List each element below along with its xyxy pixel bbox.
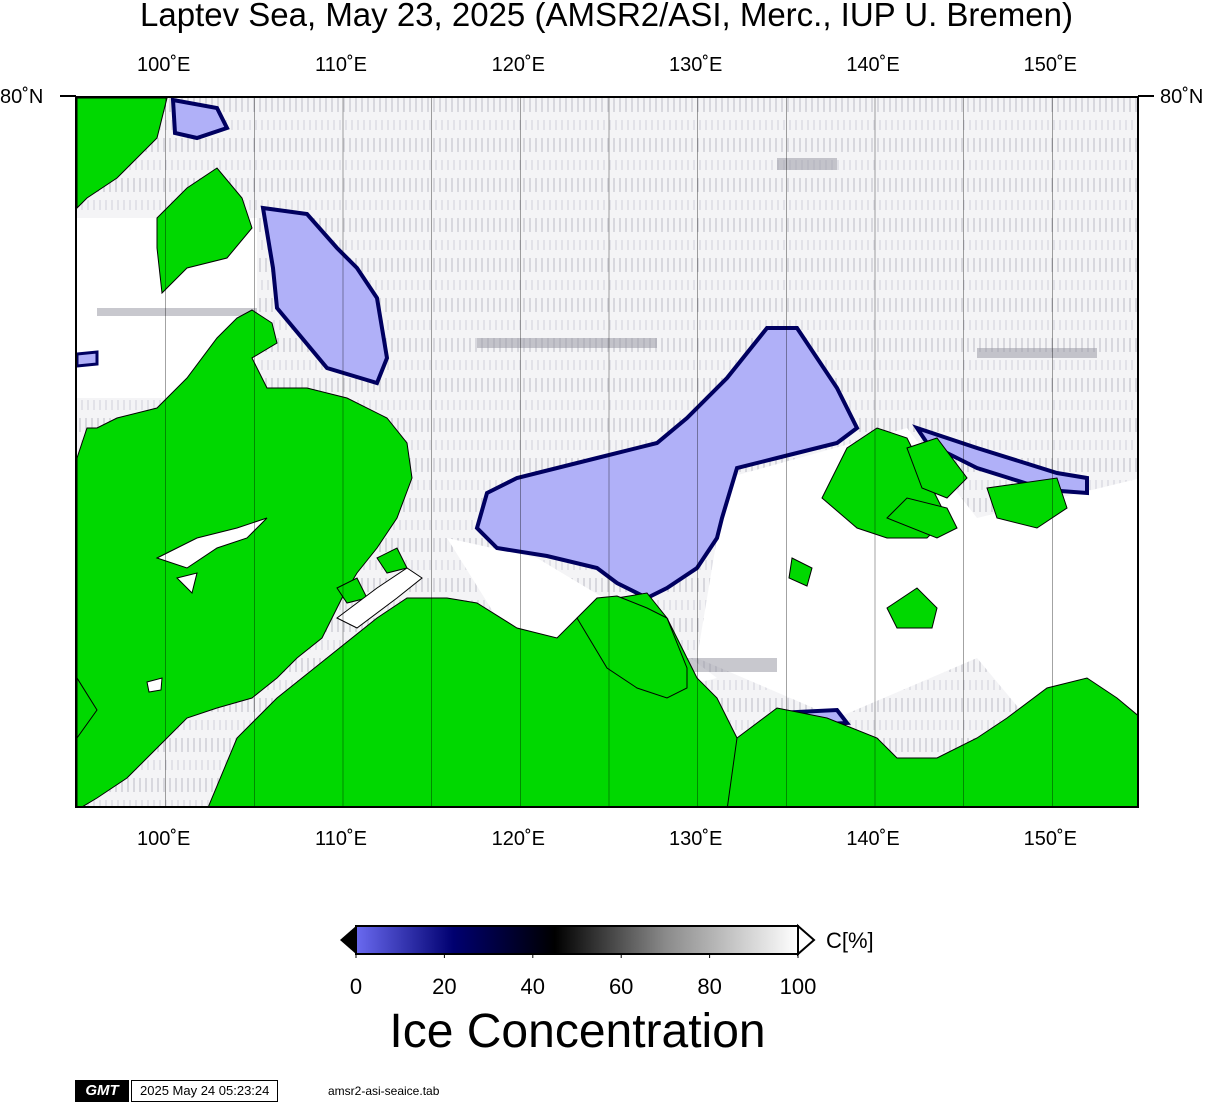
coastal-inlets — [146, 517, 423, 693]
colorbar-tick-label: 20 — [432, 974, 457, 999]
lon-label-bottom: 130˚E — [668, 828, 723, 850]
meridian-lines — [165, 98, 1053, 806]
timestamp: 2025 May 24 05:23:24 — [131, 1080, 279, 1102]
lat-label-right: 80˚N — [1160, 86, 1204, 108]
map-title: Laptev Sea, May 23, 2025 (AMSR2/ASI, Mer… — [140, 0, 1073, 33]
lon-label-bottom: 140˚E — [846, 828, 900, 850]
lon-label-bottom: 110˚E — [315, 828, 367, 850]
lon-label-top: 140˚E — [846, 54, 900, 76]
top-tick-marks — [60, 95, 1154, 97]
sea-ice-map — [75, 96, 1139, 808]
colorbar-tick-label: 0 — [349, 974, 363, 999]
source-file: amsr2-asi-seaice.tab — [328, 1084, 440, 1098]
lon-label-top: 100˚E — [136, 54, 191, 76]
colorbar-unit: C[%] — [826, 928, 874, 953]
colorbar-title: Ice Concentration — [389, 1005, 766, 1058]
colorbar-tick-label: 100 — [779, 974, 817, 999]
lon-label-bottom: 150˚E — [1023, 828, 1078, 850]
lon-label-bottom: 100˚E — [136, 828, 191, 850]
lon-label-bottom: 120˚E — [491, 828, 546, 850]
lat-label-left: 80˚N — [0, 86, 44, 108]
lon-label-top: 110˚E — [315, 54, 367, 76]
colorbar-tick-label: 60 — [608, 974, 634, 999]
lon-label-top: 130˚E — [668, 54, 723, 76]
low-concentration-streaks — [97, 158, 1097, 672]
colorbar-tick-label: 40 — [520, 974, 546, 999]
lon-label-top: 150˚E — [1023, 54, 1078, 76]
colorbar — [340, 923, 816, 958]
colorbar-tick-label: 80 — [697, 974, 722, 999]
lon-label-top: 120˚E — [491, 54, 546, 76]
gmt-logo: GMT — [75, 1080, 129, 1102]
map-canvas — [77, 98, 1137, 806]
